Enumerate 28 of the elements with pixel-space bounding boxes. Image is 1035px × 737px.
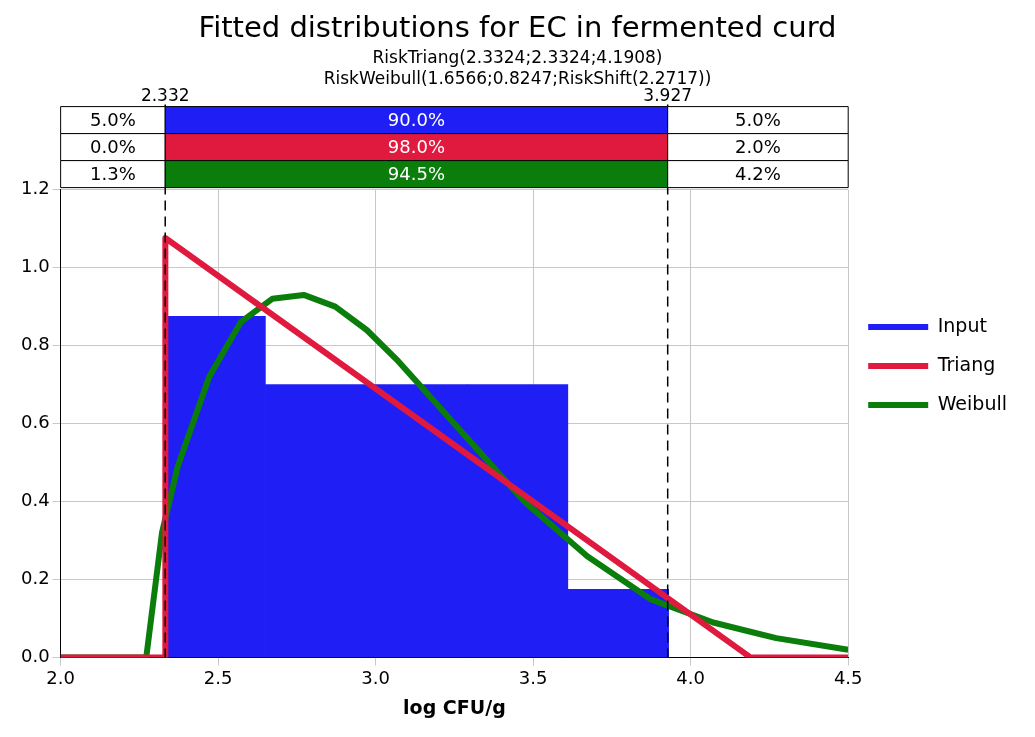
y-tick-label: 0.6 [20, 411, 50, 433]
x-tick-label: 4.5 [833, 667, 863, 689]
x-axis-title: log CFU/g [403, 695, 506, 718]
x-tick-label: 2.0 [46, 667, 75, 689]
text: 94.5% [387, 162, 446, 184]
text: 5.0% [90, 108, 136, 130]
y-tick-label: 0.0 [20, 645, 50, 667]
text: 1.3% [90, 162, 136, 184]
text: 90.0% [387, 108, 446, 130]
x-tick-label: 2.5 [203, 667, 233, 689]
y-tick-label: 1.2 [20, 177, 50, 199]
legend-label: Triang [936, 352, 996, 375]
y-tick-label: 1.0 [20, 255, 50, 277]
legend-label: Weibull [937, 391, 1008, 414]
text: 98.0% [387, 135, 446, 157]
x-tick-label: 4.0 [676, 667, 705, 689]
x-tick-label: 3.0 [361, 667, 390, 689]
chart-title: Fitted distributions for EC in fermented curd [198, 9, 837, 44]
ref-line-label: 2.332 [140, 84, 190, 105]
x-tick-label: 3.5 [518, 667, 548, 689]
text: 2.0% [735, 135, 781, 157]
y-tick-label: 0.2 [20, 567, 50, 589]
y-tick-label: 0.4 [20, 489, 50, 511]
text: 4.2% [735, 162, 781, 184]
text: 0.0% [90, 135, 136, 157]
text: 5.0% [735, 108, 781, 130]
legend-label: Input [937, 313, 987, 336]
y-tick-label: 0.8 [20, 333, 50, 355]
